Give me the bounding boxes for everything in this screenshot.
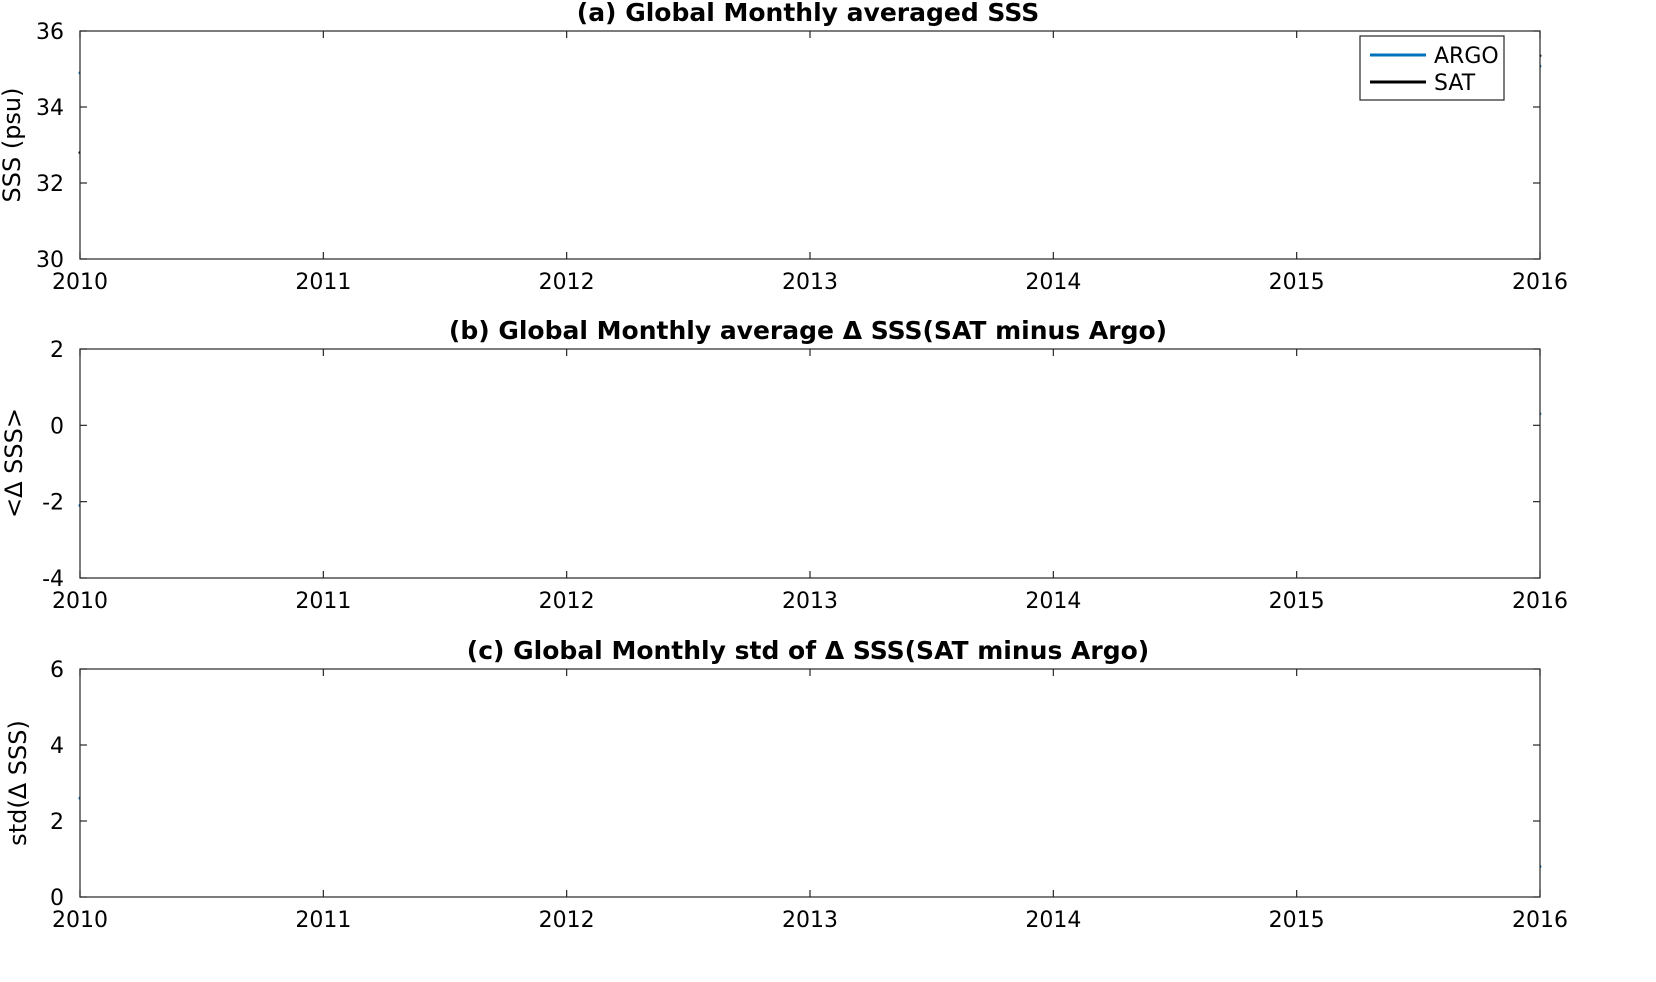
panel-b-x-tick-label: 2013 [782, 589, 838, 614]
panel-c-y-tick-label: 6 [50, 658, 64, 683]
panel-a-y-tick-label: 32 [36, 172, 64, 197]
panel-b-x-tick-label: 2011 [295, 589, 351, 614]
panel-c-ylabel: std(Δ SSS) [4, 720, 32, 846]
panel-b-axes-frame [79, 348, 1541, 579]
legend-argo-label: ARGO [1434, 44, 1499, 69]
panel-b-y-tick-label: 2 [50, 338, 64, 363]
panel-c-title: (c) Global Monthly std of Δ SSS(SAT minu… [467, 636, 1149, 665]
panel-b-ylabel: <Δ SSS> [0, 408, 28, 518]
legend-box [1359, 35, 1505, 101]
panel-c-x-tick-label: 2015 [1269, 908, 1325, 933]
panel-c-y-tick-label: 2 [50, 810, 64, 835]
panel-a-title: (a) Global Monthly averaged SSS [577, 0, 1039, 27]
panel-c-x-tick-label: 2013 [782, 908, 838, 933]
panel-a-y-tick-label: 30 [36, 248, 64, 273]
panel-c-x-tick-label: 2010 [52, 908, 108, 933]
panel-a-x-tick-label: 2010 [52, 270, 108, 295]
panel-b-x-tick-label: 2015 [1269, 589, 1325, 614]
panel-c-axes-frame [79, 668, 1541, 898]
panel-a-x-tick-label: 2014 [1025, 270, 1081, 295]
panel-b-y-tick-label: -4 [42, 567, 64, 592]
panel-a-y-tick-label: 36 [36, 20, 64, 45]
panel-a-axes-frame [79, 30, 1541, 260]
panel-a-x-tick-label: 2011 [295, 270, 351, 295]
panel-b-y-tick-label: -2 [42, 491, 64, 516]
panel-c-x-tick-label: 2016 [1512, 908, 1568, 933]
panel-a-x-tick-label: 2015 [1269, 270, 1325, 295]
panel-b-y-tick-label: 0 [50, 414, 64, 439]
panel-c: (c) Global Monthly std of Δ SSS(SAT minu… [4, 636, 1568, 933]
panel-a-x-tick-label: 2012 [539, 270, 595, 295]
panel-a: (a) Global Monthly averaged SSS SSS (psu… [0, 0, 1568, 295]
panel-a-x-tick-label: 2016 [1512, 270, 1568, 295]
panel-a-y-tick-label: 34 [36, 96, 64, 121]
panel-c-x-tick-label: 2012 [539, 908, 595, 933]
legend-sat-label: SAT [1434, 71, 1476, 96]
panel-b: (b) Global Monthly average Δ SSS(SAT min… [0, 316, 1568, 614]
panel-c-y-tick-label: 0 [50, 886, 64, 911]
panel-b-title: (b) Global Monthly average Δ SSS(SAT min… [449, 316, 1167, 345]
panel-c-x-tick-label: 2011 [295, 908, 351, 933]
panel-b-x-tick-label: 2010 [52, 589, 108, 614]
panel-c-x-tick-label: 2014 [1025, 908, 1081, 933]
panel-a-x-tick-label: 2013 [782, 270, 838, 295]
panel-c-y-tick-label: 4 [50, 734, 64, 759]
panel-b-x-tick-label: 2012 [539, 589, 595, 614]
panel-b-x-tick-label: 2014 [1025, 589, 1081, 614]
panel-b-x-tick-label: 2016 [1512, 589, 1568, 614]
panel-a-ylabel: SSS (psu) [0, 87, 26, 202]
